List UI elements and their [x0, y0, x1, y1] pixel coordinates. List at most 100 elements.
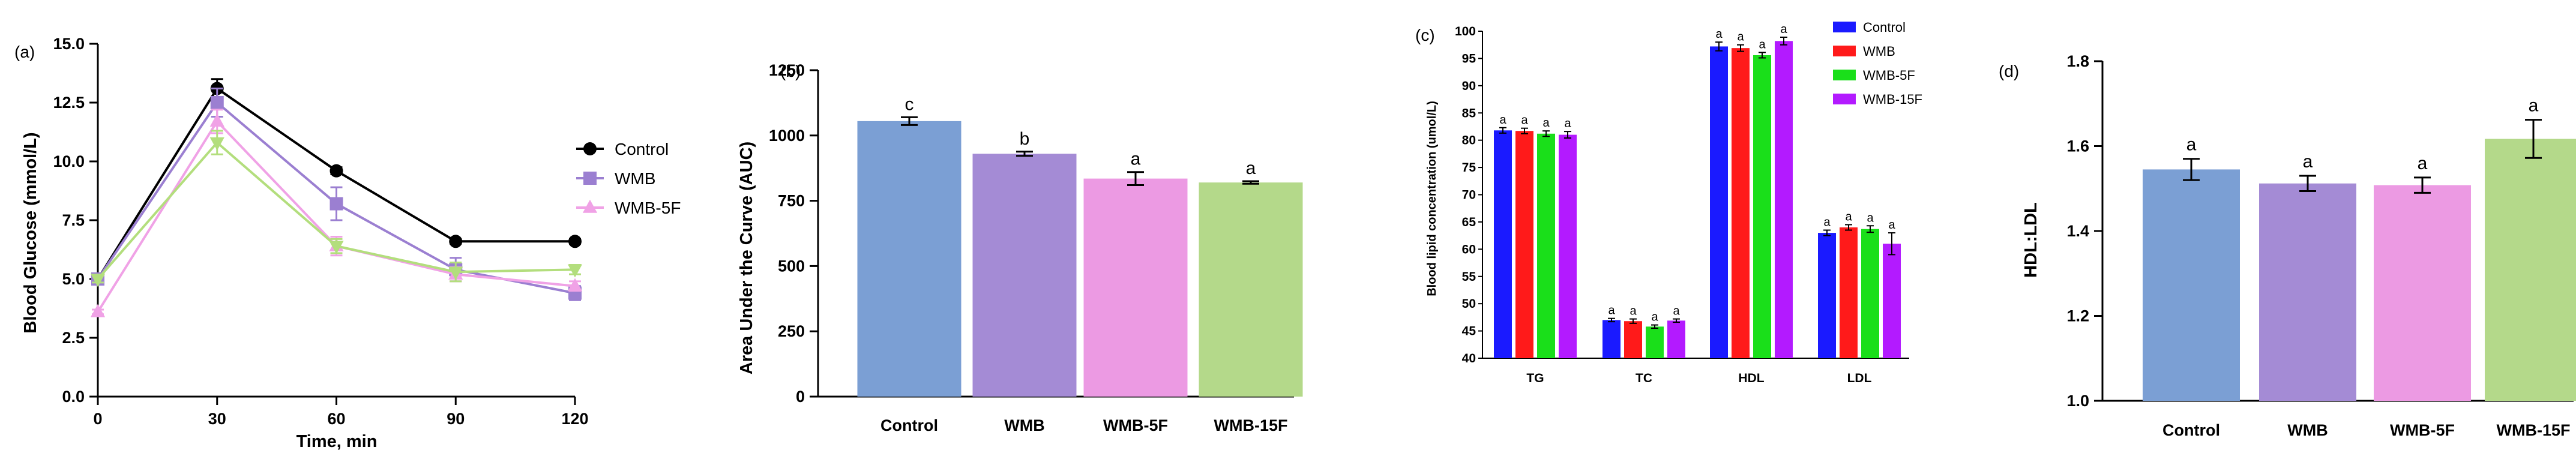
panel-c-y-tick-label: 100 [1455, 25, 1476, 38]
significance-letter: a [1521, 114, 1528, 127]
bar-tg-wmb [1515, 131, 1533, 358]
significance-letter: a [1759, 38, 1766, 51]
bar-wmb [972, 154, 1077, 397]
bar-tc-wmb-15f [1667, 320, 1685, 358]
legend-label: WMB-5F [615, 199, 681, 217]
panel-c-y-tick-label: 60 [1462, 242, 1476, 256]
panel-b-y-tick-label: 250 [778, 322, 805, 340]
data-point [90, 304, 106, 317]
panel-d-bar-chart: (d) HDL:LDL 1.0 1.2 1.4 1.6 1.8 Control WMB WMB… [1999, 52, 2576, 439]
legend-swatch [1833, 46, 1856, 56]
panel-d-y-tick-label: 1.6 [2066, 137, 2089, 155]
panel-a-x-tick-label: 120 [561, 410, 588, 428]
panel-d-x-tick-label: Control [2162, 421, 2220, 439]
bar-wmb-15f [1199, 182, 1303, 397]
bar-ldl-wmb [1840, 227, 1858, 358]
series-wmb-15f [90, 130, 583, 287]
panel-c-grouped-bar-chart: (c) Blood lipid concentration (umol/L) 4… [1415, 20, 1922, 385]
data-point [567, 264, 583, 278]
panel-b-x-tick-label: WMB-15F [1214, 416, 1288, 434]
bar-hdl-wmb [1732, 48, 1750, 359]
bar-wmb-5f [2374, 185, 2471, 401]
panel-c-y-tick-label: 75 [1462, 161, 1476, 175]
bar-tg-wmb-15f [1559, 134, 1577, 359]
legend-swatch [1833, 22, 1856, 32]
significance-letter: a [1845, 210, 1852, 223]
bar-tc-control [1602, 320, 1621, 358]
legend-label: Control [1863, 20, 1906, 35]
bar-ldl-control [1818, 233, 1836, 358]
legend-label: WMB-15F [1863, 92, 1922, 107]
panel-a-y-tick-label: 2.5 [62, 329, 85, 347]
panel-b-label: (b) [780, 62, 801, 80]
panel-b-bar-chart: (b) Area Under the Curve (AUC) 0 250 500 75… [737, 61, 1303, 434]
legend-label: WMB-5F [1863, 68, 1915, 83]
panel-d-x-tick-label: WMB [2287, 421, 2328, 439]
panel-b-axes: 0 250 500 750 1000 1250 Control WMB WMB-5F WMB-15… [769, 61, 1294, 434]
panel-b-x-tick-label: WMB-5F [1103, 416, 1168, 434]
panel-a-label: (a) [14, 43, 35, 61]
significance-letter: a [1888, 218, 1895, 232]
panel-c-y-tick-label: 85 [1462, 106, 1476, 120]
legend-swatch [1833, 70, 1856, 80]
panel-c-y-tick-label: 95 [1462, 52, 1476, 65]
data-point [209, 113, 224, 127]
panel-a-y-tick-label: 7.5 [62, 211, 85, 229]
panel-c-y-tick-label: 50 [1462, 297, 1476, 311]
significance-letter: a [1542, 116, 1550, 130]
panel-d-axes: 1.0 1.2 1.4 1.6 1.8 Control WMB WMB-5F WMB-15F [2066, 52, 2574, 439]
panel-b-x-tick-label: WMB [1004, 416, 1044, 434]
panel-a-y-tick-label: 10.0 [53, 152, 85, 170]
panel-b-y-tick-label: 750 [778, 192, 805, 210]
panel-a-x-tick-label: 0 [93, 410, 102, 428]
significance-letter: a [1823, 216, 1831, 229]
significance-letter: a [1131, 149, 1141, 169]
panel-c-x-tick-label: LDL [1847, 371, 1872, 385]
bar-hdl-control [1710, 46, 1728, 358]
significance-letter: b [1020, 129, 1030, 149]
legend-marker [583, 172, 597, 185]
panel-c-label: (c) [1415, 26, 1435, 44]
significance-letter: a [2418, 154, 2428, 173]
panel-a-legend: Control WMB WMB-5F WMB-15F [576, 140, 690, 247]
panel-c-y-tick-label: 65 [1462, 215, 1476, 229]
panel-d-plot-area: a a a a [2143, 96, 2576, 401]
panel-a-plot-area [90, 78, 583, 317]
data-point [330, 164, 343, 178]
panel-a-x-tick-label: 30 [208, 410, 226, 428]
panel-a-x-tick-label: 60 [327, 410, 345, 428]
panel-b-plot-area: c b a a [857, 94, 1303, 397]
significance-letter: a [2529, 96, 2539, 116]
panel-b-x-tick-label: Control [880, 416, 938, 434]
bar-wmb [2259, 183, 2356, 401]
data-point [90, 274, 106, 287]
significance-letter: a [1867, 211, 1874, 224]
panel-b-y-tick-label: 500 [778, 257, 805, 275]
bar-control [2143, 169, 2240, 401]
significance-letter: a [1673, 305, 1680, 318]
significance-letter: a [1630, 305, 1637, 318]
legend-marker [583, 142, 597, 155]
legend-marker [582, 199, 598, 213]
significance-letter: a [1715, 28, 1723, 41]
legend-label: WMB [615, 169, 655, 188]
panel-d-x-tick-label: WMB-5F [2390, 421, 2455, 439]
panel-c-x-tick-label: HDL [1738, 371, 1764, 385]
data-point [329, 241, 344, 254]
significance-letter: a [1608, 304, 1615, 317]
panel-d-y-tick-label: 1.4 [2066, 222, 2089, 240]
panel-a-x-tick-label: 90 [447, 410, 465, 428]
significance-letter: a [1651, 311, 1658, 324]
panel-d-x-tick-label: WMB-15F [2497, 421, 2571, 439]
legend-label: WMB-15F [615, 228, 690, 247]
panel-c-y-tick-label: 40 [1462, 352, 1476, 365]
panel-a-y-axis-label: Blood Glucose (mmol/L) [21, 132, 40, 333]
panel-a-line-chart: (a) Blood Glucose (mmol/L) Time, min 0.0… [14, 35, 690, 451]
bar-tc-wmb-5f [1646, 326, 1664, 358]
panel-d-y-axis-label: HDL:LDL [2021, 202, 2041, 278]
panel-c-plot-area: a a a a a a a a a a a a a a a a [1494, 23, 1901, 359]
panel-d-y-tick-label: 1.2 [2066, 307, 2089, 325]
data-point [210, 96, 224, 109]
panel-c-y-tick-label: 55 [1462, 270, 1476, 284]
data-point [449, 235, 463, 248]
